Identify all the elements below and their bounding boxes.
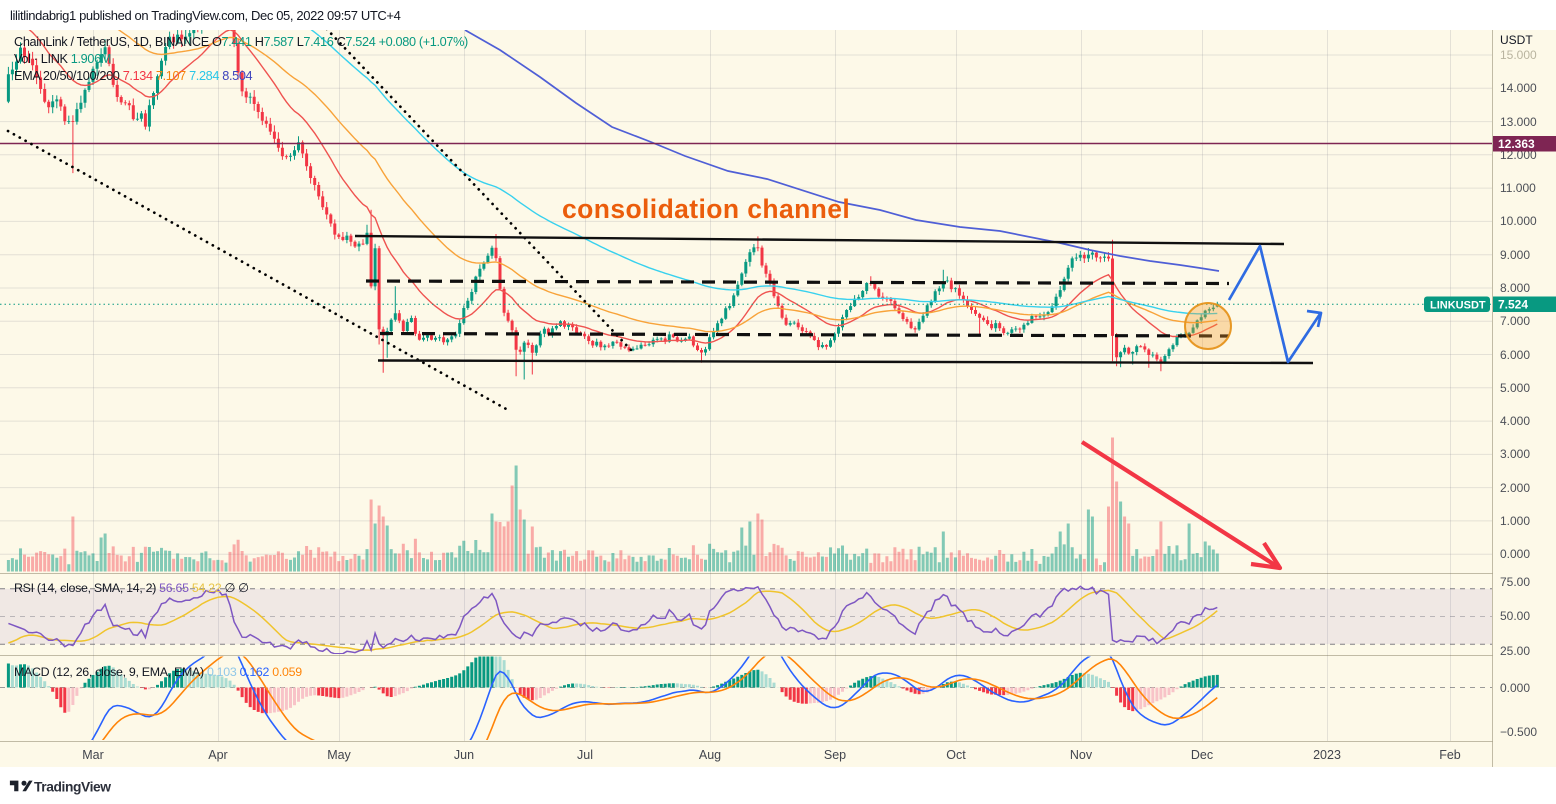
svg-text:50.00: 50.00 — [1500, 609, 1530, 623]
svg-text:Sep: Sep — [824, 748, 846, 762]
svg-text:Vol · LINK 1.906M: Vol · LINK 1.906M — [14, 52, 111, 66]
svg-text:consolidation channel: consolidation channel — [562, 194, 850, 224]
svg-text:7.524: 7.524 — [1498, 298, 1528, 312]
svg-text:Nov: Nov — [1070, 748, 1093, 762]
svg-text:MACD (12, 26, close, 9, EMA, E: MACD (12, 26, close, 9, EMA, EMA) 0.103 … — [14, 665, 302, 679]
svg-text:Dec: Dec — [1191, 748, 1213, 762]
svg-text:6.000: 6.000 — [1500, 348, 1530, 362]
svg-text:RSI (14, close, SMA, 14, 2) 56: RSI (14, close, SMA, 14, 2) 56.65 54.22 … — [14, 581, 249, 595]
svg-text:13.000: 13.000 — [1500, 115, 1537, 129]
svg-text:LINKUSDT: LINKUSDT — [1430, 300, 1486, 312]
svg-text:EMA 20/50/100/200 7.134 7.107: EMA 20/50/100/200 7.134 7.107 7.284 8.50… — [14, 69, 253, 83]
svg-text:Mar: Mar — [82, 748, 104, 762]
svg-text:1.000: 1.000 — [1500, 514, 1530, 528]
svg-text:5.000: 5.000 — [1500, 381, 1530, 395]
svg-text:9.000: 9.000 — [1500, 248, 1530, 262]
svg-text:TradingView: TradingView — [34, 779, 111, 794]
svg-text:0.000: 0.000 — [1500, 681, 1530, 695]
svg-text:25.00: 25.00 — [1500, 644, 1530, 658]
svg-text:10.000: 10.000 — [1500, 214, 1537, 228]
svg-text:12.363: 12.363 — [1498, 137, 1535, 151]
svg-text:2023: 2023 — [1313, 748, 1341, 762]
svg-text:Jun: Jun — [454, 748, 474, 762]
svg-text:May: May — [327, 748, 351, 762]
svg-text:3.000: 3.000 — [1500, 447, 1530, 461]
svg-text:2.000: 2.000 — [1500, 481, 1530, 495]
svg-text:4.000: 4.000 — [1500, 414, 1530, 428]
svg-text:lilitlindabrig1 published on T: lilitlindabrig1 published on TradingView… — [10, 8, 401, 23]
svg-text:Jul: Jul — [577, 748, 593, 762]
svg-text:14.000: 14.000 — [1500, 81, 1537, 95]
svg-text:75.00: 75.00 — [1500, 575, 1530, 589]
svg-text:ChainLink / TetherUS, 1D, BINA: ChainLink / TetherUS, 1D, BINANCE O7.441… — [14, 35, 468, 49]
svg-text:−0.500: −0.500 — [1500, 725, 1537, 739]
svg-text:8.000: 8.000 — [1500, 281, 1530, 295]
svg-text:Feb: Feb — [1439, 748, 1461, 762]
svg-text:Apr: Apr — [208, 748, 227, 762]
svg-text:15.000: 15.000 — [1500, 48, 1537, 62]
svg-text:Aug: Aug — [699, 748, 721, 762]
svg-text:0.000: 0.000 — [1500, 547, 1530, 561]
svg-text:Oct: Oct — [946, 748, 966, 762]
svg-text:7.000: 7.000 — [1500, 314, 1530, 328]
svg-text:USDT: USDT — [1500, 33, 1533, 47]
svg-text:11.000: 11.000 — [1500, 181, 1536, 195]
